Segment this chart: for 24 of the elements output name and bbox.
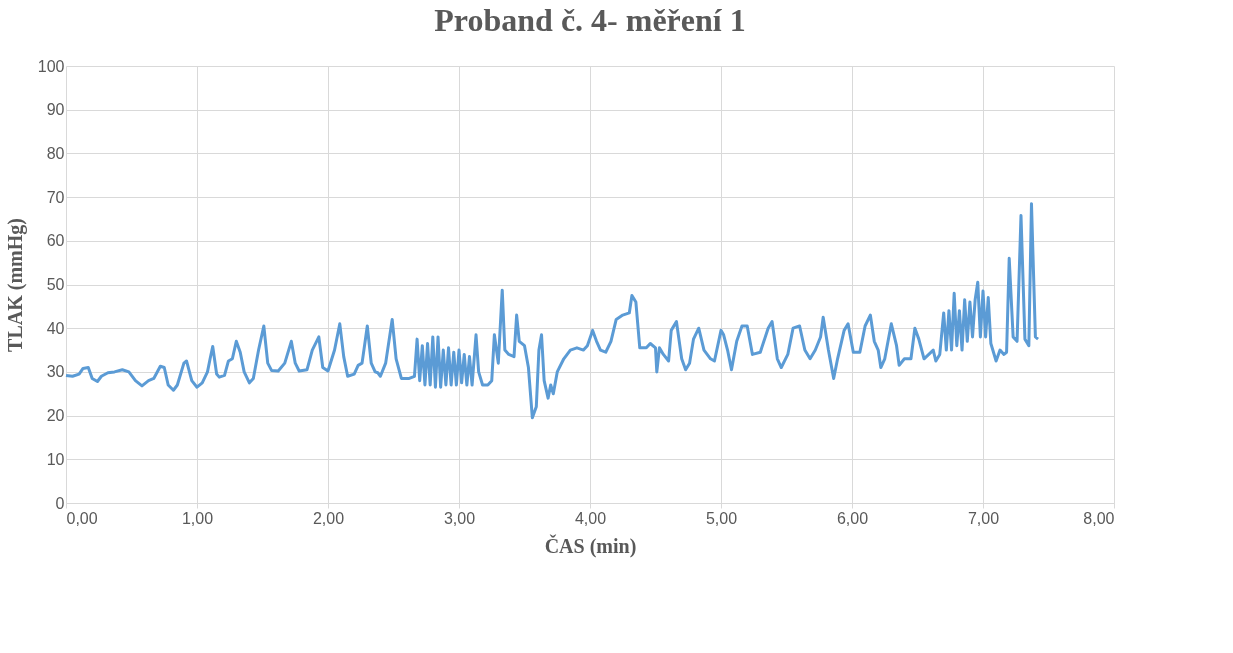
x-tick-label: 8,00 xyxy=(1083,509,1115,527)
y-tick-label: 60 xyxy=(46,232,65,250)
y-tick-label: 30 xyxy=(46,363,65,381)
y-tick-label: 100 xyxy=(37,57,65,75)
x-axis-title: ČAS (min) xyxy=(544,533,637,558)
y-tick-label: 80 xyxy=(46,144,65,162)
x-tick-label: 3,00 xyxy=(443,509,476,527)
y-axis-title: TLAK (mmHg) xyxy=(3,218,27,352)
x-tick-label: 2,00 xyxy=(312,509,345,527)
y-tick-label: 40 xyxy=(46,319,65,337)
x-tick-label: 6,00 xyxy=(836,509,869,527)
x-tick-label: 4,00 xyxy=(574,509,607,527)
line-series xyxy=(64,202,1040,420)
x-tick-label: 7,00 xyxy=(967,509,1000,527)
y-tick-label: 0 xyxy=(55,494,65,512)
x-tick-label: 0,00 xyxy=(66,509,98,527)
y-tick-label: 10 xyxy=(46,450,65,468)
y-tick-label: 50 xyxy=(46,276,65,293)
y-tick-label: 20 xyxy=(46,407,65,425)
x-tick-label: 1,00 xyxy=(181,509,214,527)
y-tick-label: 90 xyxy=(46,101,65,119)
y-tick-label: 70 xyxy=(46,188,65,206)
x-tick-label: 5,00 xyxy=(705,509,738,527)
chart-title: Proband č. 4- měření 1 xyxy=(434,2,746,38)
